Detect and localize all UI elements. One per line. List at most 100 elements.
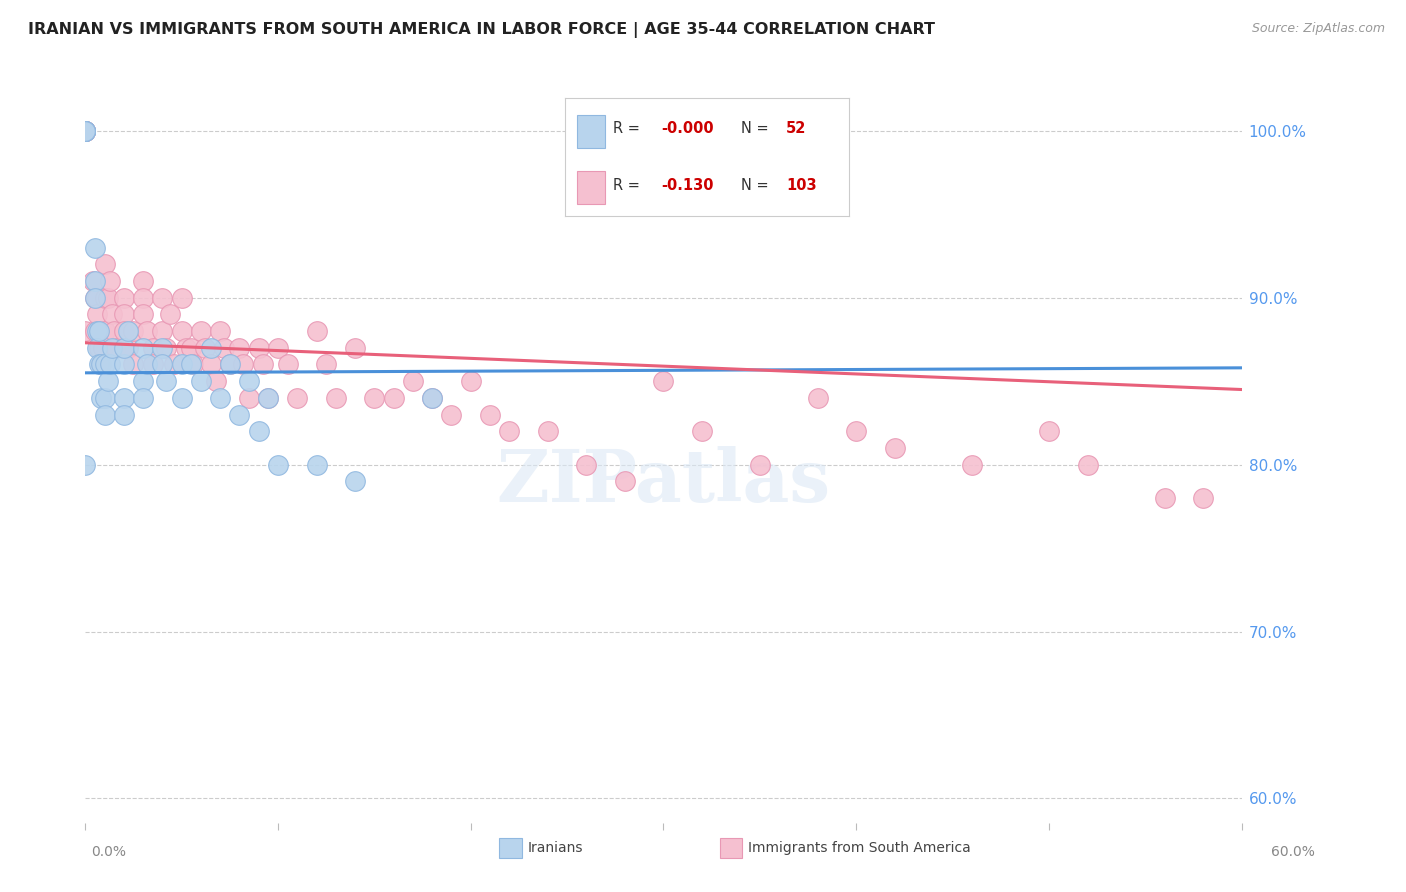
- Point: [86, 324, 108, 338]
- Point: [285, 391, 308, 405]
- Point: [163, 358, 186, 372]
- Point: [537, 424, 560, 438]
- Point: [75, 124, 97, 138]
- Point: [960, 458, 983, 472]
- Point: [132, 341, 155, 355]
- Point: [170, 358, 193, 372]
- Point: [75, 124, 97, 138]
- Point: [117, 324, 139, 338]
- Point: [93, 358, 115, 372]
- Point: [87, 341, 110, 355]
- Point: [101, 307, 124, 321]
- Text: 60.0%: 60.0%: [1271, 845, 1315, 859]
- Point: [75, 124, 97, 138]
- Point: [98, 274, 121, 288]
- Point: [420, 391, 443, 405]
- Point: [84, 291, 107, 305]
- Point: [75, 124, 97, 138]
- Point: [748, 458, 770, 472]
- Point: [247, 424, 270, 438]
- Point: [315, 358, 337, 372]
- Point: [174, 341, 197, 355]
- Point: [132, 391, 155, 405]
- Point: [112, 341, 135, 355]
- Point: [93, 257, 115, 271]
- Point: [122, 324, 145, 338]
- Point: [247, 341, 270, 355]
- Point: [344, 475, 367, 489]
- Point: [257, 391, 280, 405]
- Point: [75, 324, 97, 338]
- Point: [90, 358, 112, 372]
- Point: [75, 124, 97, 138]
- Point: [132, 307, 155, 321]
- Point: [86, 341, 108, 355]
- Point: [82, 274, 104, 288]
- Point: [460, 374, 482, 388]
- Point: [194, 341, 217, 355]
- Point: [75, 124, 97, 138]
- Point: [117, 341, 139, 355]
- Point: [420, 391, 443, 405]
- Point: [132, 291, 155, 305]
- Point: [91, 341, 114, 355]
- Point: [142, 341, 165, 355]
- Point: [98, 358, 121, 372]
- Text: 0.0%: 0.0%: [91, 845, 127, 859]
- Point: [75, 124, 97, 138]
- Point: [75, 124, 97, 138]
- Point: [382, 391, 405, 405]
- Point: [84, 291, 107, 305]
- Point: [112, 408, 135, 422]
- Text: ZIPatlas: ZIPatlas: [496, 446, 831, 517]
- Point: [344, 341, 367, 355]
- Text: IRANIAN VS IMMIGRANTS FROM SOUTH AMERICA IN LABOR FORCE | AGE 35-44 CORRELATION : IRANIAN VS IMMIGRANTS FROM SOUTH AMERICA…: [28, 22, 935, 38]
- Point: [132, 374, 155, 388]
- Point: [87, 324, 110, 338]
- Text: Source: ZipAtlas.com: Source: ZipAtlas.com: [1251, 22, 1385, 36]
- Point: [75, 124, 97, 138]
- Point: [228, 341, 250, 355]
- Point: [238, 391, 260, 405]
- Point: [112, 307, 135, 321]
- Point: [180, 358, 202, 372]
- Point: [1192, 491, 1215, 505]
- Point: [101, 341, 124, 355]
- Point: [181, 358, 204, 372]
- Point: [1153, 491, 1175, 505]
- Point: [209, 391, 232, 405]
- Point: [136, 358, 159, 372]
- Point: [690, 424, 713, 438]
- Point: [267, 458, 290, 472]
- Point: [103, 324, 125, 338]
- Point: [238, 374, 260, 388]
- Point: [267, 341, 290, 355]
- Point: [152, 358, 174, 372]
- Point: [232, 358, 254, 372]
- Point: [122, 358, 145, 372]
- Point: [75, 124, 97, 138]
- Point: [132, 274, 155, 288]
- Point: [75, 124, 97, 138]
- Point: [155, 374, 177, 388]
- Point: [97, 291, 120, 305]
- Point: [205, 374, 228, 388]
- Point: [93, 408, 115, 422]
- Point: [75, 124, 97, 138]
- Point: [97, 374, 120, 388]
- Point: [75, 124, 97, 138]
- Point: [87, 358, 110, 372]
- Point: [845, 424, 868, 438]
- Point: [75, 458, 97, 472]
- Point: [180, 341, 202, 355]
- Point: [87, 324, 110, 338]
- Point: [218, 358, 240, 372]
- Point: [1038, 424, 1060, 438]
- Point: [575, 458, 598, 472]
- Point: [75, 124, 97, 138]
- Point: [75, 124, 97, 138]
- Point: [807, 391, 830, 405]
- Point: [75, 124, 97, 138]
- Point: [1076, 458, 1098, 472]
- Point: [218, 358, 240, 372]
